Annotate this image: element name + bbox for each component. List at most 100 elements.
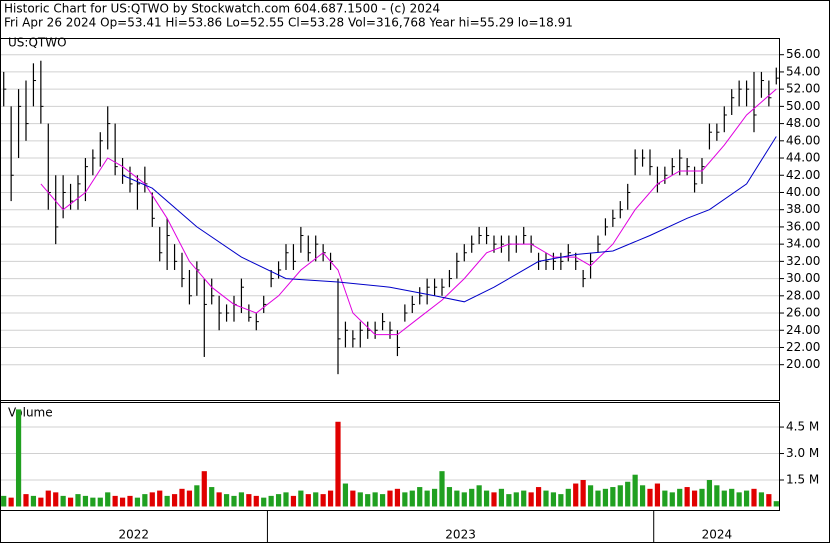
volume-bar	[379, 494, 386, 507]
volume-bar	[90, 497, 96, 507]
volume-bar	[127, 495, 133, 507]
volume-bar	[721, 490, 727, 507]
volume-bar	[38, 497, 44, 507]
y-tick-label: 44.00	[786, 151, 820, 165]
y-tick-label: 40.00	[786, 185, 820, 199]
volume-bar	[573, 483, 579, 507]
volume-bar	[268, 495, 274, 507]
moving-average	[40, 88, 777, 336]
y-tick-label: 36.00	[786, 219, 820, 233]
volume-bar	[647, 488, 653, 507]
volume-bar	[729, 488, 735, 507]
volume-bar	[149, 492, 155, 507]
volume-bar	[372, 492, 378, 507]
volume-bar	[387, 490, 393, 507]
volume-bar	[424, 490, 430, 507]
volume-bar	[82, 495, 89, 507]
volume-bar	[327, 490, 334, 507]
volume-bar	[365, 494, 371, 507]
volume-bar	[684, 487, 690, 507]
volume-bar	[290, 495, 297, 507]
volume-bar	[246, 494, 252, 507]
volume-bar	[766, 494, 772, 507]
volume-bar	[498, 488, 505, 507]
volume-bar	[639, 485, 646, 507]
volume-bar	[409, 490, 415, 507]
symbol-label: US:QTWO	[8, 36, 67, 50]
volume-bar	[342, 483, 349, 507]
volume-bar	[431, 488, 438, 507]
volume-bar	[105, 492, 111, 507]
volume-bar	[67, 497, 74, 507]
volume-bar	[491, 492, 497, 507]
volume-bar	[751, 488, 757, 507]
volume-bar	[261, 497, 267, 507]
y-tick-label: 46.00	[786, 133, 820, 147]
volume-bar	[231, 495, 237, 507]
volume-bar	[305, 494, 311, 507]
volume-bar	[283, 492, 289, 507]
volume-bar	[743, 490, 750, 507]
volume-bar	[216, 492, 222, 507]
volume-bar	[60, 495, 66, 507]
volume-bar	[617, 485, 623, 507]
volume-bar	[580, 480, 586, 507]
volume-bar	[506, 494, 512, 507]
volume-bar	[610, 487, 616, 507]
volume-bar	[313, 492, 319, 507]
volume-bar	[543, 490, 549, 507]
volume-bar	[75, 494, 81, 507]
volume-bar	[350, 490, 356, 507]
volume-bar	[602, 488, 609, 507]
volume-bar	[1, 495, 7, 507]
volume-bar	[142, 494, 148, 507]
volume-bar	[565, 488, 571, 507]
y-tick-label: 38.00	[786, 202, 820, 216]
volume-bar	[439, 471, 445, 507]
volume-bar	[275, 494, 282, 507]
volume-bar	[8, 497, 14, 507]
y-tick-label: 32.00	[786, 254, 820, 268]
volume-bar	[402, 492, 408, 507]
chart-title: Historic Chart for US:QTWO by Stockwatch…	[4, 2, 440, 16]
volume-bar	[461, 492, 467, 507]
volume-bar	[483, 490, 490, 507]
volume-bar	[558, 494, 564, 507]
volume-bar	[454, 490, 460, 507]
y-tick-label: 50.00	[786, 99, 820, 113]
x-tick-label: 2023	[445, 528, 476, 542]
volume-bar	[736, 492, 742, 507]
volume-bar	[171, 494, 178, 507]
x-tick-label: 2024	[702, 528, 733, 542]
volume-bar	[238, 492, 245, 507]
volume-bar	[469, 488, 475, 507]
volume-bar	[45, 490, 51, 507]
volume-bar	[253, 495, 259, 507]
volume-bar	[521, 490, 527, 507]
volume-bar	[699, 488, 705, 507]
chart-subtitle: Fri Apr 26 2024 Op=53.41 Hi=53.86 Lo=52.…	[4, 16, 573, 30]
volume-bar	[706, 480, 713, 507]
moving-average	[122, 136, 777, 303]
volume-bar	[209, 487, 215, 507]
volume-bar	[550, 492, 557, 507]
y-tick-label: 56.00	[786, 47, 820, 61]
y-tick-label: 1.5 M	[786, 473, 819, 487]
volume-bar	[417, 487, 423, 507]
volume-bar	[595, 490, 601, 507]
volume-bar	[194, 485, 200, 507]
volume-bar	[394, 488, 401, 507]
volume-bar	[119, 497, 126, 507]
y-tick-label: 48.00	[786, 116, 820, 130]
volume-bar	[669, 492, 675, 507]
volume-bar	[179, 488, 185, 507]
volume-bar	[513, 492, 519, 507]
volume-bar	[758, 492, 765, 507]
volume-bar	[773, 501, 779, 507]
volume-bar	[335, 421, 341, 507]
y-tick-label: 24.00	[786, 323, 820, 337]
y-tick-label: 54.00	[786, 64, 820, 78]
volume-bar	[691, 490, 698, 507]
volume-bar	[528, 492, 534, 507]
